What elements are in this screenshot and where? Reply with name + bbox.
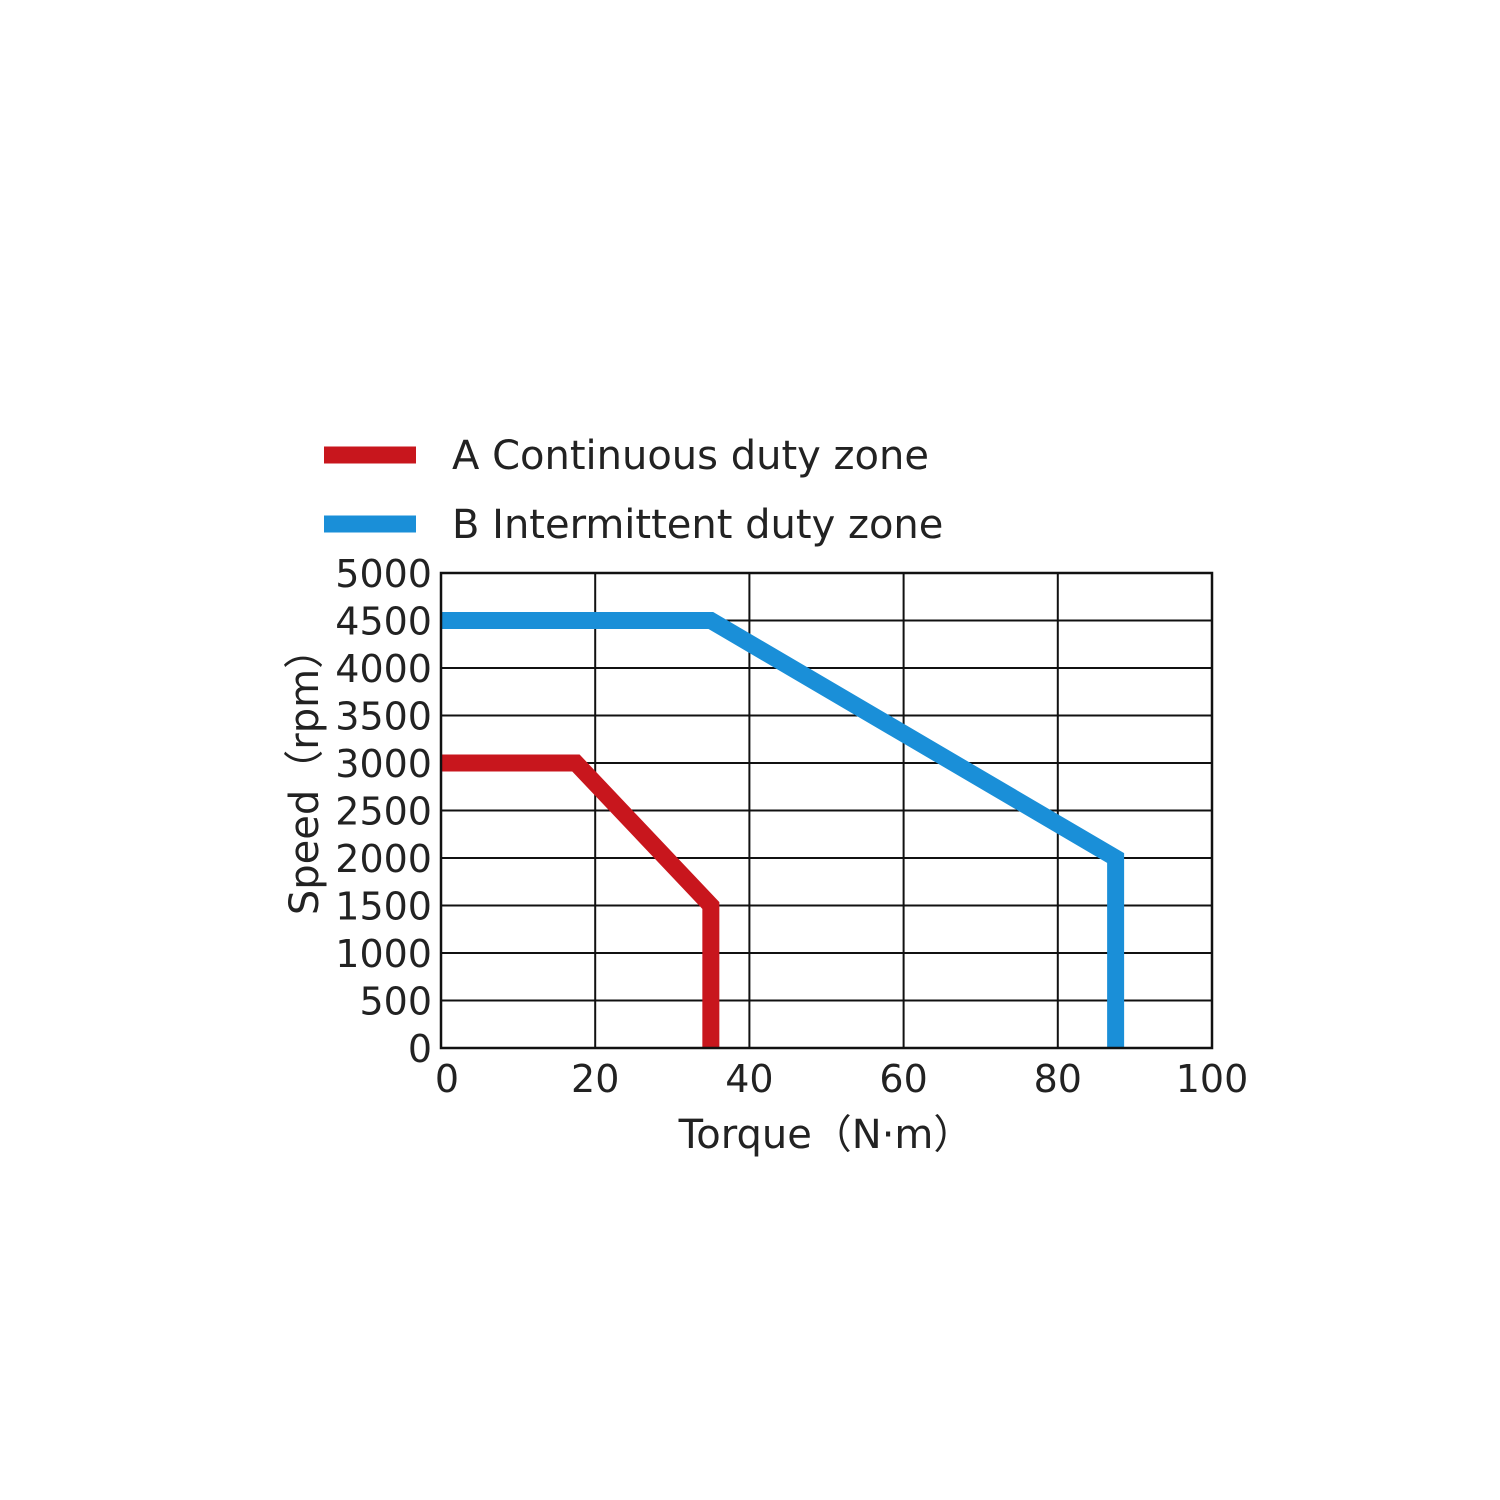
- y-tick-label: 4500: [335, 600, 432, 644]
- y-tick-label: 0: [408, 1027, 432, 1071]
- y-tick-label: 500: [359, 980, 432, 1024]
- x-tick-label: 0: [435, 1057, 459, 1101]
- y-tick-label: 1500: [335, 885, 432, 929]
- x-tick-label: 60: [879, 1057, 927, 1101]
- series-layer: [441, 612, 1125, 1048]
- y-tick-label: 5000: [335, 552, 432, 596]
- y-tick-label: 2000: [335, 837, 432, 881]
- series-line-a: [441, 754, 720, 1048]
- y-tick-label: 4000: [335, 647, 432, 691]
- x-tick-label: 40: [725, 1057, 773, 1101]
- x-tick-label: 80: [1034, 1057, 1082, 1101]
- plot-frame: [439, 571, 1214, 1050]
- y-tick-label: 3500: [335, 695, 432, 739]
- x-tick-labels: 0 20 40 60 80 100: [435, 1057, 1248, 1101]
- y-tick-label: 1000: [335, 932, 432, 976]
- x-axis-title: Torque（N·m）: [678, 1112, 974, 1158]
- grid: [440, 572, 1213, 1049]
- x-tick-label: 100: [1176, 1057, 1249, 1101]
- y-axis-title: Speed（rpm）: [282, 629, 328, 915]
- y-tick-label: 2500: [335, 790, 432, 834]
- x-tick-label: 20: [571, 1057, 619, 1101]
- legend-label-b: B Intermittent duty zone: [452, 502, 943, 548]
- legend-label-a: A Continuous duty zone: [452, 433, 929, 479]
- legend: A Continuous duty zone B Intermittent dut…: [324, 433, 943, 548]
- series-line-b: [441, 612, 1125, 1048]
- y-tick-label: 3000: [335, 742, 432, 786]
